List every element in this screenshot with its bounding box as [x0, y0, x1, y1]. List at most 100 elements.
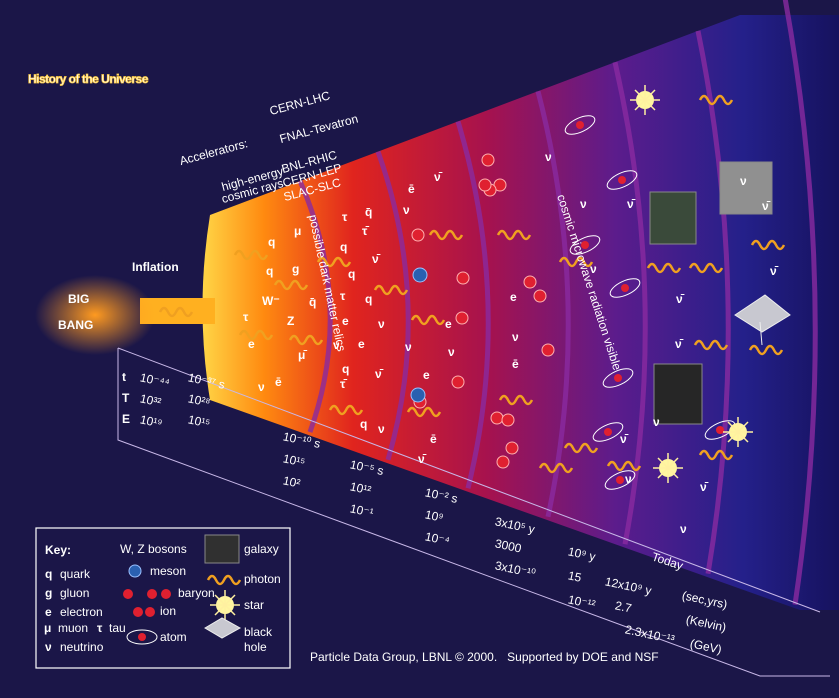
key-label: W, Z bosons	[120, 542, 187, 556]
photon	[748, 344, 784, 356]
particle: e	[423, 368, 430, 382]
key-label: atom	[160, 630, 187, 644]
baryon	[501, 413, 515, 427]
particle: e	[248, 337, 255, 351]
image	[653, 363, 703, 425]
particle: ν̄	[700, 480, 709, 494]
photon	[233, 249, 269, 261]
atom-orbit	[604, 470, 636, 490]
credit: Particle Data Group, LBNL © 2000. Suppor…	[310, 650, 659, 664]
key-title: Key:	[45, 543, 71, 557]
photon	[646, 262, 682, 274]
atom-nucleus	[621, 284, 629, 292]
baryon	[505, 441, 519, 455]
particle: e	[342, 314, 349, 328]
particle: Z	[287, 314, 294, 328]
particle: μ	[294, 224, 301, 238]
timeline-value: 10¹⁵	[282, 451, 307, 469]
photon	[206, 574, 242, 586]
particle: ν	[625, 472, 632, 486]
key-symbol: τ	[97, 621, 103, 635]
particle: μ̄	[298, 348, 307, 362]
photon	[693, 339, 729, 351]
key-symbol: q	[45, 567, 52, 581]
baryon	[481, 153, 495, 167]
atom-orbit	[704, 420, 736, 440]
epoch-arc	[455, 120, 491, 489]
photon	[698, 94, 734, 106]
photon	[328, 404, 364, 416]
particle: ν	[448, 345, 455, 359]
atom-nucleus	[618, 176, 626, 184]
timeline-value: 10¹²	[349, 479, 373, 497]
particle: ν̄	[372, 252, 381, 266]
particle: ν̄	[375, 367, 384, 381]
photon	[316, 256, 352, 268]
particle: e	[358, 337, 365, 351]
key-label: photon	[244, 572, 281, 586]
particle: W⁻	[262, 294, 280, 308]
baryon	[533, 289, 547, 303]
photon	[273, 279, 309, 291]
particle: ν	[512, 330, 519, 344]
image	[719, 161, 773, 215]
timeline-value: 10⁻⁵ s	[349, 457, 385, 478]
key-label: quark	[60, 567, 91, 581]
key-symbol: g	[45, 586, 52, 600]
big-bang: BANG	[58, 318, 93, 332]
black-hole	[734, 294, 791, 346]
particle: ν	[545, 150, 552, 164]
atom-nucleus	[616, 476, 624, 484]
key-baryon	[147, 589, 157, 599]
particle: τ̄	[340, 377, 347, 391]
particle: ν̄	[627, 197, 636, 211]
epoch-arc	[375, 150, 411, 461]
title: History of the Universe	[28, 72, 149, 86]
photon	[373, 284, 409, 296]
epoch-arc	[297, 180, 333, 433]
key-label: black	[244, 625, 273, 639]
photon	[563, 442, 599, 454]
particle: ν	[580, 197, 587, 211]
photon	[428, 229, 464, 241]
photon	[158, 306, 194, 318]
particle: q	[340, 240, 347, 254]
baryon	[478, 178, 492, 192]
atom-orbit	[606, 170, 638, 190]
timeline-value: 10⁹ y	[567, 544, 597, 563]
particle: ē	[430, 432, 437, 446]
particle: q	[266, 264, 273, 278]
key-label: tau	[109, 621, 126, 635]
key-label: muon	[58, 621, 88, 635]
photon	[288, 334, 324, 346]
unit: (GeV)	[689, 636, 723, 656]
atom-nucleus	[576, 121, 584, 129]
particle: ν̄	[762, 199, 771, 213]
particle: ē	[512, 357, 519, 371]
timeline-value: 10⁻¹²	[567, 592, 597, 611]
key-box	[35, 527, 291, 669]
timeline-value: 10⁻² s	[424, 485, 459, 506]
particle: ν̄	[620, 432, 629, 446]
star-rays	[210, 590, 240, 620]
star-rays	[630, 85, 660, 115]
particle: τ	[340, 289, 346, 303]
particle: ν̄	[333, 338, 342, 352]
key-baryon	[123, 589, 133, 599]
timeline-value: 3000	[494, 536, 523, 555]
key-baryon	[145, 607, 155, 617]
photon	[750, 239, 786, 251]
particle: ν	[680, 522, 687, 536]
key-symbol: ν	[45, 640, 52, 654]
particle: ν	[590, 262, 597, 276]
particle: ν	[378, 317, 385, 331]
timeline-value: 10⁹	[424, 507, 445, 525]
key-baryon	[161, 589, 171, 599]
particle: ν̄	[418, 452, 427, 466]
baryon	[451, 375, 465, 389]
particle: ν̄	[434, 170, 443, 184]
photon	[538, 462, 574, 474]
atom-orbit	[564, 115, 596, 135]
particle: e	[510, 290, 517, 304]
